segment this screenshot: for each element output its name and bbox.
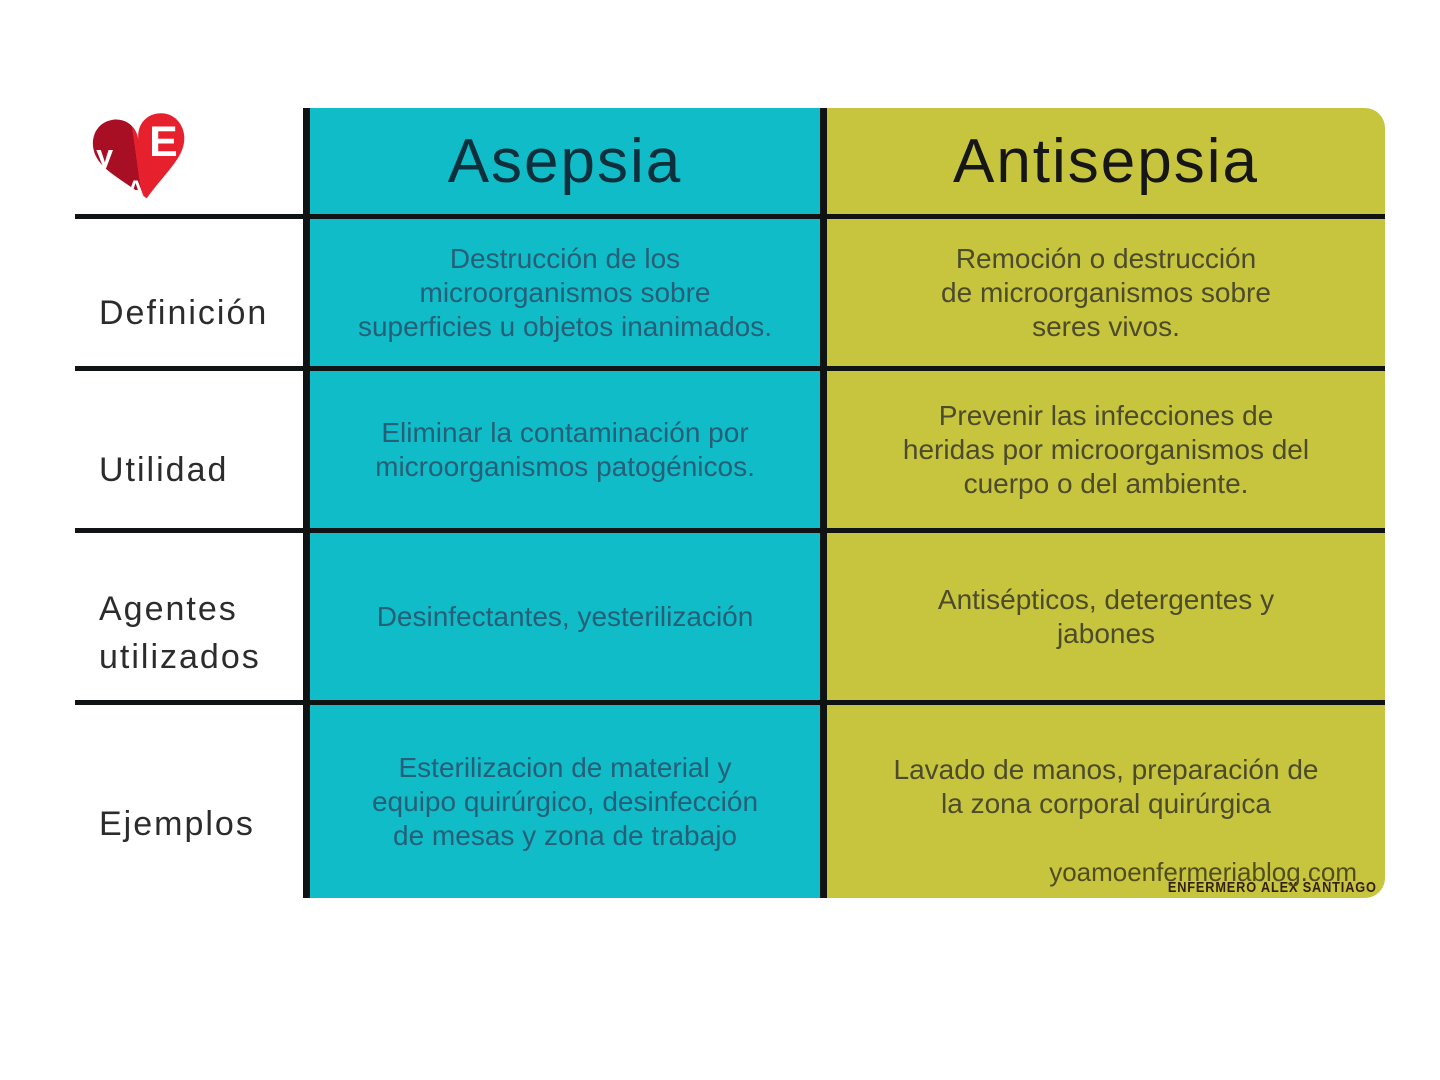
logo-heart-icon: y A E (92, 113, 185, 203)
cell-antisepsia-agentes: Antisépticos, detergentes y jabones (827, 533, 1385, 700)
row-label-agentes-utilizados: Agentes utilizados (99, 589, 261, 676)
cell-antisepsia-definicion: Remoción o destrucción de microorganismo… (827, 219, 1385, 366)
cell-line: Esterilizacion de material y (398, 751, 732, 783)
row-divider-line (75, 214, 1385, 219)
cell-line: de mesas y zona de trabajo (393, 819, 737, 851)
cell-line: Eliminar la contaminación por (381, 416, 749, 448)
row-label-utilidad: Utilidad (99, 450, 229, 489)
column-asepsia: Asepsia Destrucción de los microorganism… (303, 108, 820, 898)
footer-website: yoamoenfermeriablog.com (1049, 857, 1357, 887)
row-divider-line (75, 700, 1385, 705)
cell-line: Antisépticos, detergentes y (937, 583, 1275, 615)
cell-antisepsia-ejemplos: Lavado de manos, preparación de la zona … (827, 705, 1385, 898)
row-divider-line (75, 366, 1385, 371)
cell-line: cuerpo o del ambiente. (963, 467, 1249, 499)
cell-line: Destrucción de los (449, 242, 681, 274)
cell-line: Desinfectantes, yesterilización (376, 600, 754, 632)
cell-line: microorganismos patogénicos. (375, 450, 755, 482)
cell-asepsia-utilidad: Eliminar la contaminación por microorgan… (310, 371, 820, 528)
cell-line: de microorganismos sobre (941, 276, 1271, 308)
cell-line: superficies u objetos inanimados. (357, 310, 772, 342)
logo-letter-y: y (96, 139, 113, 173)
cell-line: Lavado de manos, preparación de (893, 753, 1319, 785)
row-label-ejemplos: Ejemplos (99, 804, 255, 843)
cell-asepsia-definicion: Destrucción de los microorganismos sobre… (310, 219, 820, 366)
logo-letter-a: A (127, 176, 145, 203)
cell-line: seres vivos. (1032, 310, 1180, 342)
column-header-antisepsia: Antisepsia (952, 126, 1260, 196)
logo-letter-e: E (149, 118, 178, 166)
cell-asepsia-agentes: Desinfectantes, yesterilización (310, 533, 820, 700)
cell-line: Prevenir las infecciones de (938, 399, 1274, 431)
cell-line: Remoción o destrucción (955, 242, 1257, 274)
cell-line: heridas por microorganismos del (902, 433, 1310, 465)
cell-asepsia-ejemplos: Esterilizacion de material y equipo quir… (310, 705, 820, 898)
cell-line: jabones (1056, 617, 1156, 649)
heart-shape (92, 113, 185, 199)
credit-text: Enfermero Alex Santiago (1168, 879, 1377, 896)
row-divider-line (75, 528, 1385, 533)
cell-line: microorganismos sobre (419, 276, 711, 308)
column-antisepsia: Antisepsia Enfermero Alex Santiago Remoc… (820, 108, 1385, 898)
column-header-asepsia: Asepsia (447, 126, 683, 196)
cell-antisepsia-utilidad: Prevenir las infecciones de heridas por … (827, 371, 1385, 528)
cell-line: la zona corporal quirúrgica (941, 787, 1271, 819)
row-label-definicion: Definición (99, 293, 269, 332)
cell-line: equipo quirúrgico, desinfección (371, 785, 759, 817)
